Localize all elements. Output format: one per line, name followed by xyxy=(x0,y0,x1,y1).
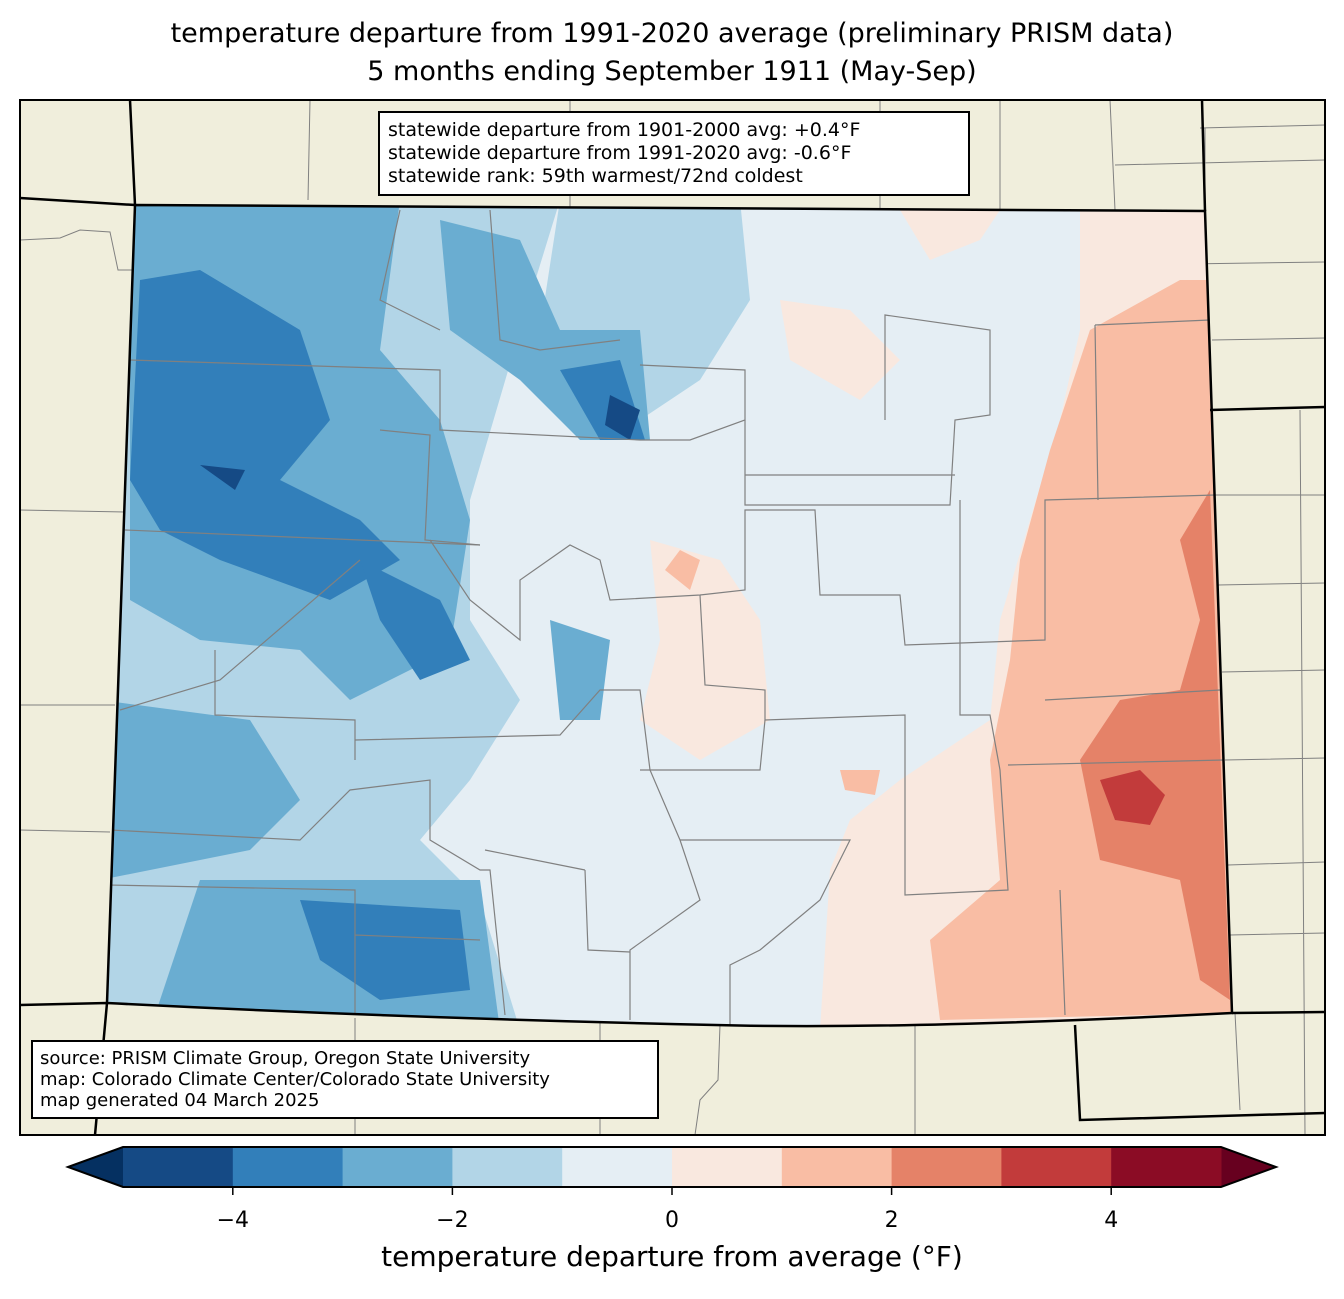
colorbar-label: temperature departure from average (°F) xyxy=(381,1240,963,1273)
colorbar xyxy=(65,1146,1279,1195)
colorbar-segment xyxy=(672,1147,783,1187)
colorbar-extend-low xyxy=(68,1147,123,1187)
statewide-stats-box: statewide departure from 1901-2000 avg: … xyxy=(378,111,970,196)
map-frame xyxy=(19,99,1326,1136)
colorbar-segment xyxy=(452,1147,563,1187)
colorbar-segment xyxy=(123,1147,234,1187)
temperature-field xyxy=(107,205,1232,1027)
colorbar-segment xyxy=(1111,1147,1222,1187)
map-title: temperature departure from 1991-2020 ave… xyxy=(170,18,1174,49)
departure-1991-2020: statewide departure from 1991-2020 avg: … xyxy=(388,142,852,164)
statewide-rank: statewide rank: 59th warmest/72nd coldes… xyxy=(388,165,803,187)
source-line: source: PRISM Climate Group, Oregon Stat… xyxy=(40,1048,531,1069)
colorado-border xyxy=(105,203,1234,1028)
generated-date-line: map generated 04 March 2025 xyxy=(40,1090,320,1111)
state-borders xyxy=(20,100,1325,1135)
colorbar-segment xyxy=(232,1147,344,1187)
departure-1901-2000: statewide departure from 1901-2000 avg: … xyxy=(388,119,861,141)
map-credit-line: map: Colorado Climate Center/Colorado St… xyxy=(40,1069,550,1090)
county-lines xyxy=(107,209,1226,1025)
colorbar-tick-label: 2 xyxy=(884,1208,899,1233)
colorbar-tick-label: 4 xyxy=(1104,1208,1119,1233)
colorbar-segment xyxy=(562,1147,673,1187)
colorbar-segment xyxy=(891,1147,1002,1187)
colorbar-tick-label: −4 xyxy=(216,1208,250,1233)
colorbar-outline xyxy=(65,1146,1279,1188)
colorbar-tick-label: −2 xyxy=(436,1208,469,1233)
colorbar-segment xyxy=(1001,1147,1112,1187)
colorbar-segment xyxy=(342,1147,453,1187)
colorbar-segment xyxy=(781,1147,893,1187)
colorbar-extend-high xyxy=(1221,1147,1276,1187)
map-subtitle: 5 months ending September 1911 (May-Sep) xyxy=(367,56,977,87)
source-box: source: PRISM Climate Group, Oregon Stat… xyxy=(31,1040,659,1119)
neighbor-county-lines xyxy=(20,100,1325,1135)
colorbar-tick-label: 0 xyxy=(665,1208,679,1233)
